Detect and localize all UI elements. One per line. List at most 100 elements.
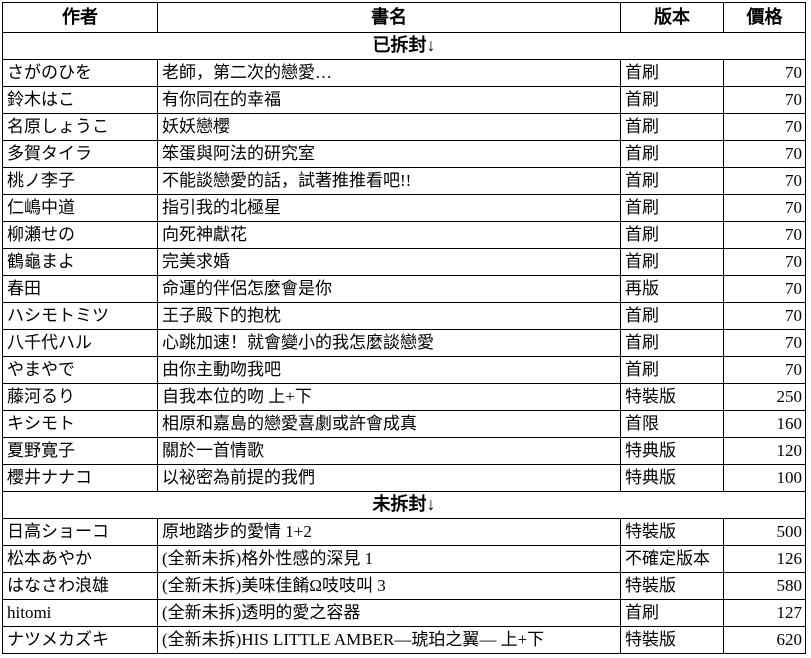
table-row: キシモト 相原和嘉島的戀愛喜劇或許會成真 首限 160 xyxy=(2,410,806,438)
version-cell: 特裝版 xyxy=(620,626,724,654)
version-cell: 首刷 xyxy=(620,86,724,114)
version-cell: 首刷 xyxy=(620,329,724,357)
author-cell: 柳瀬せの xyxy=(2,221,158,249)
price-cell: 127 xyxy=(723,599,806,627)
title-cell: 心跳加速！就會變小的我怎麼談戀愛 xyxy=(157,329,621,357)
table-body: 已拆封↓ さがのひを 老師，第二次的戀愛… 首刷 70 鈴木はこ 有你同在的幸福 首刷 70 名原… xyxy=(2,32,806,654)
author-cell: hitomi xyxy=(2,599,158,627)
author-cell: 名原しょうこ xyxy=(2,113,158,141)
author-cell: ハシモトミツ xyxy=(2,302,158,330)
author-cell: 日高ショーコ xyxy=(2,518,158,546)
version-cell: 首刷 xyxy=(620,113,724,141)
version-cell: 首刷 xyxy=(620,221,724,249)
author-cell: キシモト xyxy=(2,410,158,438)
title-cell: 以祕密為前提的我們 xyxy=(157,464,621,492)
author-cell: さがのひを xyxy=(2,59,158,87)
price-cell: 70 xyxy=(723,356,806,384)
author-cell: やまやで xyxy=(2,356,158,384)
version-cell: 再版 xyxy=(620,275,724,303)
version-cell: 首刷 xyxy=(620,302,724,330)
title-cell: 笨蛋與阿法的研究室 xyxy=(157,140,621,168)
section-header-row: 未拆封↓ xyxy=(2,491,806,519)
version-cell: 特裝版 xyxy=(620,383,724,411)
price-cell: 70 xyxy=(723,221,806,249)
table-row: 桃ノ李子 不能談戀愛的話，試著推推看吧!! 首刷 70 xyxy=(2,167,806,195)
table-row: ハシモトミツ 王子殿下的抱枕 首刷 70 xyxy=(2,302,806,330)
version-cell: 首刷 xyxy=(620,167,724,195)
header-row: 作者 書名 版本 價格 xyxy=(2,2,806,33)
section-header-row: 已拆封↓ xyxy=(2,32,806,60)
author-cell: 桃ノ李子 xyxy=(2,167,158,195)
price-cell: 160 xyxy=(723,410,806,438)
col-header-version: 版本 xyxy=(620,2,724,33)
table-row: 八千代ハル 心跳加速！就會變小的我怎麼談戀愛 首刷 70 xyxy=(2,329,806,357)
title-cell: (全新未拆)HIS LITTLE AMBER—琥珀之翼— 上+下 xyxy=(157,626,621,654)
title-cell: (全新未拆)透明的愛之容器 xyxy=(157,599,621,627)
version-cell: 特裝版 xyxy=(620,518,724,546)
price-cell: 70 xyxy=(723,167,806,195)
table-row: 櫻井ナナコ 以祕密為前提的我們 特典版 100 xyxy=(2,464,806,492)
author-cell: ナツメカズキ xyxy=(2,626,158,654)
price-cell: 70 xyxy=(723,113,806,141)
title-cell: 完美求婚 xyxy=(157,248,621,276)
price-cell: 70 xyxy=(723,86,806,114)
price-cell: 70 xyxy=(723,329,806,357)
table-row: 鶴龜まよ 完美求婚 首刷 70 xyxy=(2,248,806,276)
title-cell: (全新未拆)格外性感的深見 1 xyxy=(157,545,621,573)
version-cell: 特典版 xyxy=(620,464,724,492)
version-cell: 首刷 xyxy=(620,599,724,627)
title-cell: 命運的伴侶怎麼會是你 xyxy=(157,275,621,303)
author-cell: 鈴木はこ xyxy=(2,86,158,114)
table-row: 名原しょうこ 妖妖戀櫻 首刷 70 xyxy=(2,113,806,141)
author-cell: 鶴龜まよ xyxy=(2,248,158,276)
author-cell: 櫻井ナナコ xyxy=(2,464,158,492)
price-cell: 620 xyxy=(723,626,806,654)
author-cell: 八千代ハル xyxy=(2,329,158,357)
author-cell: 夏野寛子 xyxy=(2,437,158,465)
section-label: 已拆封↓ xyxy=(2,32,806,60)
version-cell: 首刷 xyxy=(620,194,724,222)
title-cell: 向死神獻花 xyxy=(157,221,621,249)
title-cell: 有你同在的幸福 xyxy=(157,86,621,114)
author-cell: 藤河るり xyxy=(2,383,158,411)
version-cell: 特裝版 xyxy=(620,572,724,600)
table-row: 柳瀬せの 向死神獻花 首刷 70 xyxy=(2,221,806,249)
col-header-title: 書名 xyxy=(157,2,621,33)
table-row: はなさわ浪雄 (全新未拆)美味佳餚Ω吱吱叫 3 特裝版 580 xyxy=(2,572,806,600)
price-cell: 70 xyxy=(723,275,806,303)
table-row: 鈴木はこ 有你同在的幸福 首刷 70 xyxy=(2,86,806,114)
author-cell: 多賀タイラ xyxy=(2,140,158,168)
price-cell: 126 xyxy=(723,545,806,573)
version-cell: 首刷 xyxy=(620,59,724,87)
col-header-author: 作者 xyxy=(2,2,158,33)
version-cell: 首刷 xyxy=(620,140,724,168)
price-cell: 100 xyxy=(723,464,806,492)
author-cell: 仁嶋中道 xyxy=(2,194,158,222)
table-row: 夏野寛子 關於一首情歌 特典版 120 xyxy=(2,437,806,465)
table-row: ナツメカズキ (全新未拆)HIS LITTLE AMBER—琥珀之翼— 上+下 特裝… xyxy=(2,626,806,654)
price-cell: 250 xyxy=(723,383,806,411)
price-cell: 70 xyxy=(723,248,806,276)
table-row: 春田 命運的伴侶怎麼會是你 再版 70 xyxy=(2,275,806,303)
section-label: 未拆封↓ xyxy=(2,491,806,519)
title-cell: 原地踏步的愛情 1+2 xyxy=(157,518,621,546)
title-cell: (全新未拆)美味佳餚Ω吱吱叫 3 xyxy=(157,572,621,600)
price-cell: 70 xyxy=(723,59,806,87)
author-cell: 松本あやか xyxy=(2,545,158,573)
price-cell: 70 xyxy=(723,302,806,330)
version-cell: 首刷 xyxy=(620,356,724,384)
title-cell: 自我本位的吻 上+下 xyxy=(157,383,621,411)
author-cell: はなさわ浪雄 xyxy=(2,572,158,600)
title-cell: 王子殿下的抱枕 xyxy=(157,302,621,330)
table-row: 藤河るり 自我本位的吻 上+下 特裝版 250 xyxy=(2,383,806,411)
title-cell: 關於一首情歌 xyxy=(157,437,621,465)
version-cell: 不確定版本 xyxy=(620,545,724,573)
title-cell: 相原和嘉島的戀愛喜劇或許會成真 xyxy=(157,410,621,438)
author-cell: 春田 xyxy=(2,275,158,303)
title-cell: 由你主動吻我吧 xyxy=(157,356,621,384)
version-cell: 首刷 xyxy=(620,248,724,276)
table-row: hitomi (全新未拆)透明的愛之容器 首刷 127 xyxy=(2,599,806,627)
version-cell: 特典版 xyxy=(620,437,724,465)
table-row: 松本あやか (全新未拆)格外性感的深見 1 不確定版本 126 xyxy=(2,545,806,573)
